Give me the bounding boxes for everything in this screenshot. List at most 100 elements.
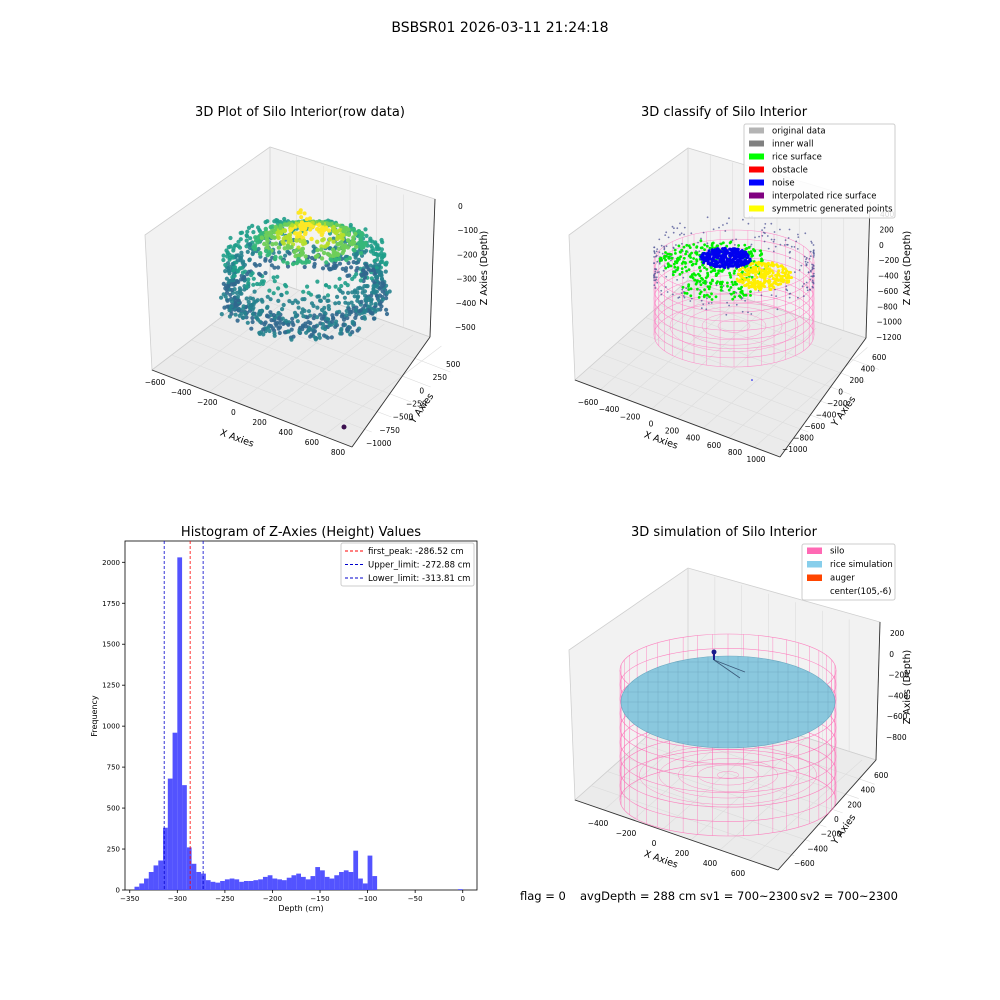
point <box>263 258 268 263</box>
point <box>252 246 258 252</box>
point <box>227 264 232 269</box>
point <box>256 225 261 230</box>
point <box>327 246 332 251</box>
rice-surface-point <box>699 283 703 287</box>
histogram-bar <box>329 878 335 890</box>
panel-simulation-3d: 3D simulation of Silo Interior −400 −200 0… <box>568 525 913 878</box>
legend-label: silo <box>830 547 844 557</box>
symmetric-point <box>744 273 748 277</box>
point <box>276 235 281 240</box>
point <box>265 294 270 299</box>
inner-wall-point <box>812 256 815 258</box>
rice-surface-point <box>689 294 693 298</box>
point <box>295 319 300 324</box>
y-tick-label: 500 <box>107 805 120 813</box>
symmetric-point <box>768 275 772 279</box>
inner-wall-point <box>663 265 666 268</box>
inner-wall-point <box>667 236 670 239</box>
point <box>343 300 348 305</box>
point <box>334 319 339 324</box>
point <box>380 283 385 288</box>
point <box>286 322 291 327</box>
point <box>340 250 345 256</box>
rice-surface-point <box>673 265 677 269</box>
inner-wall-point <box>761 234 764 237</box>
tick-label: −100 <box>457 226 478 235</box>
symmetric-point <box>763 279 767 283</box>
inner-wall-point <box>672 247 675 250</box>
symmetric-point <box>777 269 781 273</box>
rice-surface-point <box>692 243 696 246</box>
tick-label: −600 <box>145 378 166 387</box>
rice-surface-point <box>734 282 737 286</box>
inner-wall-point <box>810 275 813 278</box>
rice-surface-point <box>731 297 735 301</box>
noise-point <box>729 264 733 268</box>
point <box>226 245 231 250</box>
symmetric-point <box>756 270 760 274</box>
point <box>268 258 273 263</box>
point <box>364 248 369 253</box>
noise-point <box>746 255 750 259</box>
rice-surface-point <box>682 256 686 260</box>
symmetric-point <box>735 277 739 281</box>
histogram-bar <box>339 871 344 890</box>
point <box>363 242 368 247</box>
noise-point <box>739 262 743 266</box>
y-tick-label: 0 <box>116 887 120 895</box>
x-axis-label: X Axies <box>642 848 679 870</box>
z-axis-label: Z Axies (Depth) <box>902 231 913 305</box>
point <box>263 233 269 238</box>
histogram-bar <box>310 876 316 890</box>
rice-surface-point <box>740 289 744 293</box>
inner-wall-point <box>761 229 763 232</box>
point <box>343 254 349 259</box>
legend-label: symmetric generated points <box>772 205 893 215</box>
point <box>329 335 334 340</box>
point <box>326 298 331 303</box>
point <box>233 299 238 304</box>
point <box>245 234 250 239</box>
point <box>340 233 346 238</box>
inner-wall-point <box>795 240 798 243</box>
inner-wall-point <box>702 231 705 234</box>
rice-surface-point <box>668 252 672 256</box>
y-axis-label: Y Axies <box>407 391 436 426</box>
point <box>376 262 382 267</box>
tick-label: −400 <box>171 388 192 397</box>
silo-floor-ring <box>685 306 783 346</box>
histogram-bar <box>301 876 306 890</box>
rice-surface-point <box>716 244 720 248</box>
y-tick-labels: 600 400 200 0 −200 −400 −600 −800 −1000 <box>782 353 887 454</box>
inner-wall-point <box>700 237 702 240</box>
point <box>306 290 311 295</box>
noise-point <box>751 379 753 381</box>
point <box>299 215 304 220</box>
noise-point <box>715 264 719 268</box>
point <box>337 261 343 266</box>
point <box>253 299 259 304</box>
point <box>249 326 254 331</box>
grid-line <box>180 290 299 382</box>
tick-label: 250 <box>433 373 448 382</box>
point <box>223 262 228 268</box>
rice-surface-point <box>711 246 714 249</box>
rice-surface-point <box>753 249 757 253</box>
symmetric-point <box>768 284 771 288</box>
point <box>229 278 234 283</box>
point <box>336 300 341 305</box>
y-tick-label: 1750 <box>102 600 120 608</box>
point <box>259 308 264 313</box>
inner-wall-point <box>683 296 686 299</box>
rice-surface-point <box>749 290 752 293</box>
point <box>374 244 380 249</box>
noise-point <box>707 249 711 253</box>
inner-wall-point <box>763 226 766 229</box>
rice-surface-point <box>733 295 737 299</box>
point <box>278 225 283 230</box>
point <box>300 323 306 328</box>
grid-line <box>266 323 385 415</box>
inner-wall-point <box>658 251 661 254</box>
rice-surface-point <box>720 286 723 289</box>
